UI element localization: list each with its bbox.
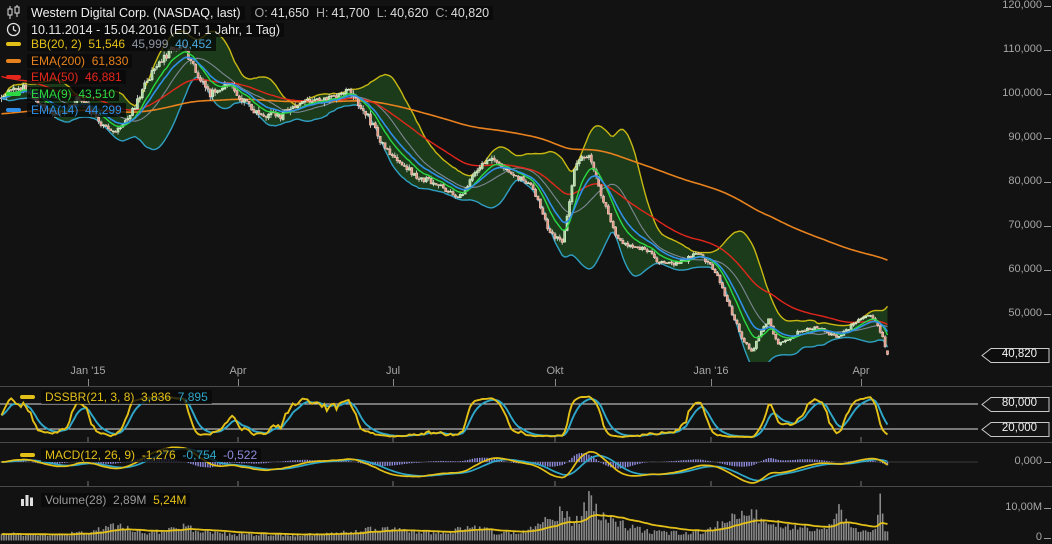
legend-text: EMA(9) 43,510 xyxy=(27,87,120,101)
series-dash-icon xyxy=(6,75,21,79)
legend-text: EMA(200) 61,830 xyxy=(27,54,133,68)
bollinger-upper-line xyxy=(0,30,889,327)
price-axis-tick xyxy=(1044,226,1051,227)
volume-label: Volume(28) 2,89M 5,24M xyxy=(41,493,191,507)
time-axis-tick xyxy=(393,379,394,386)
ema14-line xyxy=(1,56,889,337)
legend-item-bb-20-2-[interactable]: BB(20, 2) 51,546 45,999 40,452 xyxy=(6,36,216,52)
price-axis-label: 50,000 xyxy=(1008,307,1042,319)
legend-item-ema-9-[interactable]: EMA(9) 43,510 xyxy=(6,86,120,102)
price-axis-label: 110,000 xyxy=(1003,43,1042,55)
price-axis-tick xyxy=(1044,94,1051,95)
legend-item-ema-14-[interactable]: EMA(14) 44,299 xyxy=(6,102,126,118)
macd-legend[interactable]: MACD(12, 26, 9) -1,276 -0,754 -0,522 xyxy=(20,448,262,462)
volume-legend[interactable]: Volume(28) 2,89M 5,24M xyxy=(20,493,191,507)
dssbr-label: DSSBR(21, 3, 8) 3,836 7,895 xyxy=(41,390,212,404)
price-axis-tick xyxy=(1044,270,1051,271)
ema200-line xyxy=(1,98,888,261)
candlestick-icon xyxy=(7,5,20,19)
last-price-badge: 40,820 xyxy=(981,347,1050,364)
time-axis-tick xyxy=(88,379,89,386)
time-axis-label: Jan '16 xyxy=(693,365,729,377)
ohlc-key: C: xyxy=(435,5,448,20)
series-dash-icon xyxy=(6,92,21,96)
series-dash-icon xyxy=(6,59,21,63)
time-axis-label: Okt xyxy=(546,365,564,377)
date-range-row: 10.11.2014 - 15.04.2016 (EDT, 1 Jahr, 1 … xyxy=(6,21,285,38)
ohlc-key: H: xyxy=(315,5,329,20)
volume-axis-tick-0 xyxy=(1044,538,1051,539)
ohlc-value: 40,820 xyxy=(450,5,490,20)
ema50-line xyxy=(1,75,888,326)
volume-axis-tick-10m xyxy=(1044,508,1051,509)
macd-zero-axis-tick xyxy=(1044,462,1051,463)
volume-indicator-panel[interactable] xyxy=(0,487,1052,544)
time-axis-tick xyxy=(238,379,239,386)
ema9-line xyxy=(1,51,889,339)
legend-value: 44,299 xyxy=(78,103,122,117)
macd-dash-icon xyxy=(20,453,35,457)
volume-icon xyxy=(21,495,33,506)
price-axis-label: 90,000 xyxy=(1008,131,1042,143)
macd-label: MACD(12, 26, 9) -1,276 -0,754 -0,522 xyxy=(41,448,262,462)
chart-header: Western Digital Corp. (NASDAQ, last) O: 4… xyxy=(6,4,494,21)
price-axis-tick xyxy=(1044,6,1051,7)
ohlc-key: O: xyxy=(254,5,268,20)
ohlc-value: 41,700 xyxy=(331,5,370,20)
price-axis-label: 60,000 xyxy=(1008,263,1042,275)
legend-value: 46,881 xyxy=(78,70,122,84)
series-dash-icon xyxy=(6,108,21,112)
price-axis-tick xyxy=(1044,182,1051,183)
legend-value: 45,999 xyxy=(125,37,169,51)
legend-item-ema-50-[interactable]: EMA(50) 46,881 xyxy=(6,69,126,85)
price-axis-label: 70,000 xyxy=(1008,219,1042,231)
time-axis-label: Apr xyxy=(852,365,870,377)
date-range: 10.11.2014 - 15.04.2016 (EDT, 1 Jahr, 1 … xyxy=(27,22,285,37)
time-axis: Jan '15 Apr Jul Okt Jan '16 Apr xyxy=(0,362,1052,387)
ohlc-key: L: xyxy=(376,5,388,20)
dssbr-lower-level-badge: 20,000 xyxy=(981,421,1050,438)
series-dash-icon xyxy=(6,42,21,46)
macd-zero-axis-label: 0,000 xyxy=(1014,455,1042,467)
legend-value: 43,510 xyxy=(71,87,116,101)
price-axis-label: 100,000 xyxy=(1002,87,1042,99)
legend-value: 61,830 xyxy=(85,54,129,68)
dssbr-upper-level-badge: 80,000 xyxy=(981,396,1050,413)
clock-icon xyxy=(6,22,21,37)
time-axis-tick xyxy=(555,379,556,386)
legend-value: 40,452 xyxy=(168,37,212,51)
volume-axis-label-0: 0 xyxy=(1035,531,1042,543)
price-axis-tick xyxy=(1044,314,1051,315)
volume-canvas[interactable] xyxy=(0,487,978,544)
legend-text: EMA(50) 46,881 xyxy=(27,70,126,84)
price-chart-canvas[interactable] xyxy=(0,0,978,362)
ohlc-value: 40,620 xyxy=(390,5,429,20)
bollinger-lower-line xyxy=(1,76,889,362)
time-axis-label: Jul xyxy=(385,365,401,377)
volume-axis-label-10m: 10,00M xyxy=(1005,501,1042,513)
ohlc-value: 41,650 xyxy=(270,5,309,20)
symbol-title: Western Digital Corp. (NASDAQ, last) xyxy=(27,5,245,20)
time-axis-label: Jan '15 xyxy=(70,365,106,377)
legend-text: BB(20, 2) 51,546 45,999 40,452 xyxy=(27,37,216,51)
volume-bars xyxy=(0,491,889,541)
time-axis-tick xyxy=(861,379,862,386)
volume-ma-line xyxy=(1,513,888,536)
price-axis-label: 80,000 xyxy=(1008,175,1042,187)
bollinger-middle-line xyxy=(1,57,888,339)
legend-text: EMA(14) 44,299 xyxy=(27,103,126,117)
ohlc-readout: O: 41,650 H: 41,700 L: 40,620 C: 40,820 xyxy=(250,5,494,20)
price-axis-tick xyxy=(1044,138,1051,139)
time-axis-label: Apr xyxy=(229,365,247,377)
dssbr-legend[interactable]: DSSBR(21, 3, 8) 3,836 7,895 xyxy=(20,390,212,404)
price-chart-panel[interactable] xyxy=(0,0,978,362)
legend-value: 51,546 xyxy=(81,37,126,51)
price-axis-tick xyxy=(1044,50,1051,51)
bollinger-fill xyxy=(1,31,888,362)
price-axis-label: 120,000 xyxy=(1002,0,1042,11)
legend-item-ema-200-[interactable]: EMA(200) 61,830 xyxy=(6,53,133,69)
dssbr-dash-icon xyxy=(20,395,35,399)
time-axis-tick xyxy=(711,379,712,386)
